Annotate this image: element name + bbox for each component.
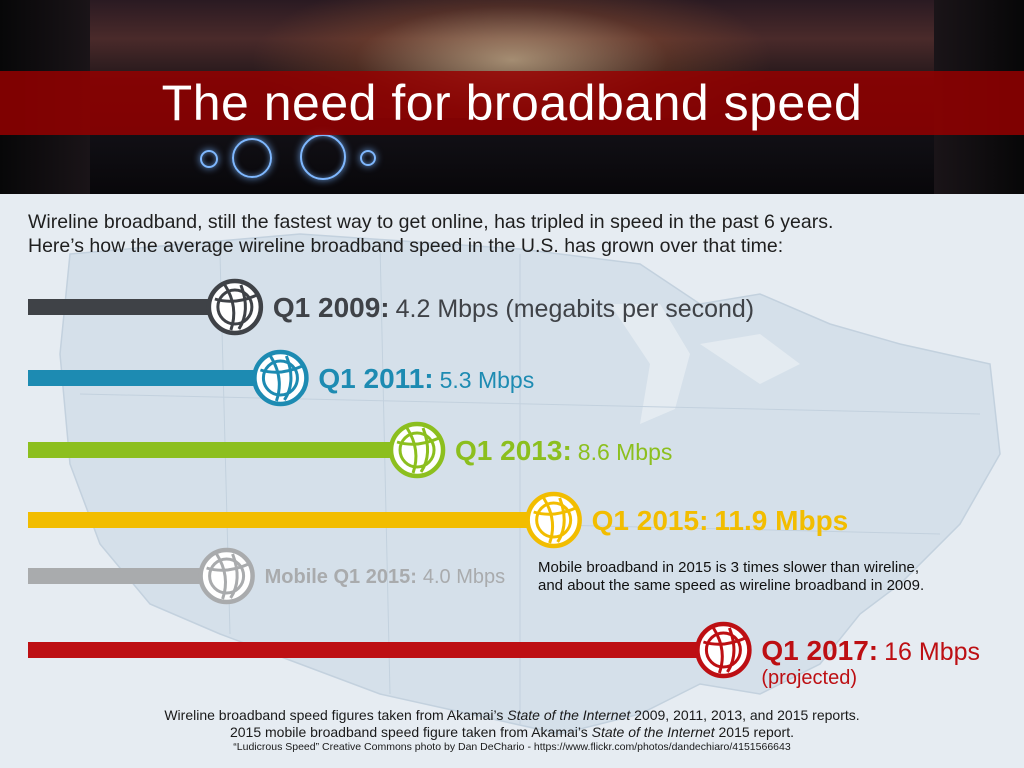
speed-value: 5.3 Mbps (440, 367, 535, 393)
speed-row: Q1 2015: 11.9 Mbps (28, 491, 849, 549)
speed-value: 4.0 Mbps (423, 566, 505, 588)
speed-label: Q1 2011: 5.3 Mbps (318, 363, 534, 394)
mobile-note: Mobile broadband in 2015 is 3 times slow… (538, 559, 1018, 595)
speed-label: Mobile Q1 2015: 4.0 Mbps (265, 566, 506, 588)
globe-icon (206, 278, 264, 336)
source-line-2: 2015 mobile broadband speed figure taken… (0, 724, 1024, 741)
small-gauge (360, 150, 376, 166)
speed-label: Q1 2013: 8.6 Mbps (455, 435, 672, 466)
speed-subtext: (projected) (761, 667, 857, 689)
speed-label: Q1 2015: 11.9 Mbps (592, 505, 849, 536)
speed-label: Q1 2009: 4.2 Mbps (megabits per second) (273, 292, 754, 323)
speed-row: Mobile Q1 2015: 4.0 Mbps (28, 547, 506, 605)
intro-line-2: Here’s how the average wireline broadban… (28, 235, 784, 257)
speed-value: 8.6 Mbps (578, 439, 673, 465)
speed-period: Q1 2017: (761, 635, 878, 666)
speed-period: Q1 2011: (318, 363, 433, 394)
speed-period: Q1 2009: (273, 292, 390, 323)
speed-bar (28, 299, 235, 315)
source-line-2-tail: 2015 report. (714, 724, 794, 740)
source-line-1-publication: State of the Internet (507, 707, 631, 723)
speed-period: Q1 2013: (455, 435, 572, 466)
sources-footer: Wireline broadband speed figures taken f… (0, 707, 1024, 754)
intro-text: Wireline broadband, still the fastest wa… (28, 210, 1018, 258)
speed-bar (28, 442, 418, 458)
globe-icon (525, 491, 582, 549)
speed-bar (28, 568, 227, 584)
speed-row: Q1 2017: 16 Mbps(projected) (28, 621, 980, 689)
small-gauge (200, 150, 218, 168)
speed-period: Q1 2015: (592, 505, 709, 536)
speed-value: 11.9 Mbps (714, 505, 848, 536)
source-line-1-tail: 2009, 2011, 2013, and 2015 reports. (630, 707, 860, 723)
speed-row: Q1 2011: 5.3 Mbps (28, 349, 534, 407)
mobile-note-line-1: Mobile broadband in 2015 is 3 times slow… (538, 559, 920, 576)
speed-period: Mobile Q1 2015: (265, 566, 417, 588)
speed-value: 4.2 Mbps (megabits per second) (396, 295, 755, 323)
speed-bar (28, 512, 554, 528)
speedometer-gauge (232, 138, 272, 178)
mobile-note-line-2: and about the same speed as wireline bro… (538, 577, 925, 594)
speed-row: Q1 2013: 8.6 Mbps (28, 421, 672, 479)
intro-line-1: Wireline broadband, still the fastest wa… (28, 211, 834, 233)
title-band: The need for broadband speed (0, 71, 1024, 135)
source-line-1: Wireline broadband speed figures taken f… (0, 707, 1024, 724)
globe-icon (198, 547, 255, 605)
source-line-2-publication: State of the Internet (591, 724, 715, 740)
speed-bar (28, 642, 724, 658)
globe-icon (252, 349, 309, 407)
source-line-1-text: Wireline broadband speed figures taken f… (164, 707, 508, 723)
speed-value: 16 Mbps (884, 638, 980, 666)
speed-bar (28, 370, 281, 386)
globe-icon (388, 421, 446, 479)
speed-label: Q1 2017: 16 Mbps (761, 635, 980, 666)
source-line-2-text: 2015 mobile broadband speed figure taken… (229, 724, 592, 740)
globe-icon (695, 621, 752, 679)
speed-row: Q1 2009: 4.2 Mbps (megabits per second) (28, 278, 754, 336)
photo-credit: “Ludicrous Speed” Creative Commons photo… (233, 741, 791, 753)
page-title: The need for broadband speed (161, 75, 863, 131)
tachometer-gauge (300, 134, 346, 180)
